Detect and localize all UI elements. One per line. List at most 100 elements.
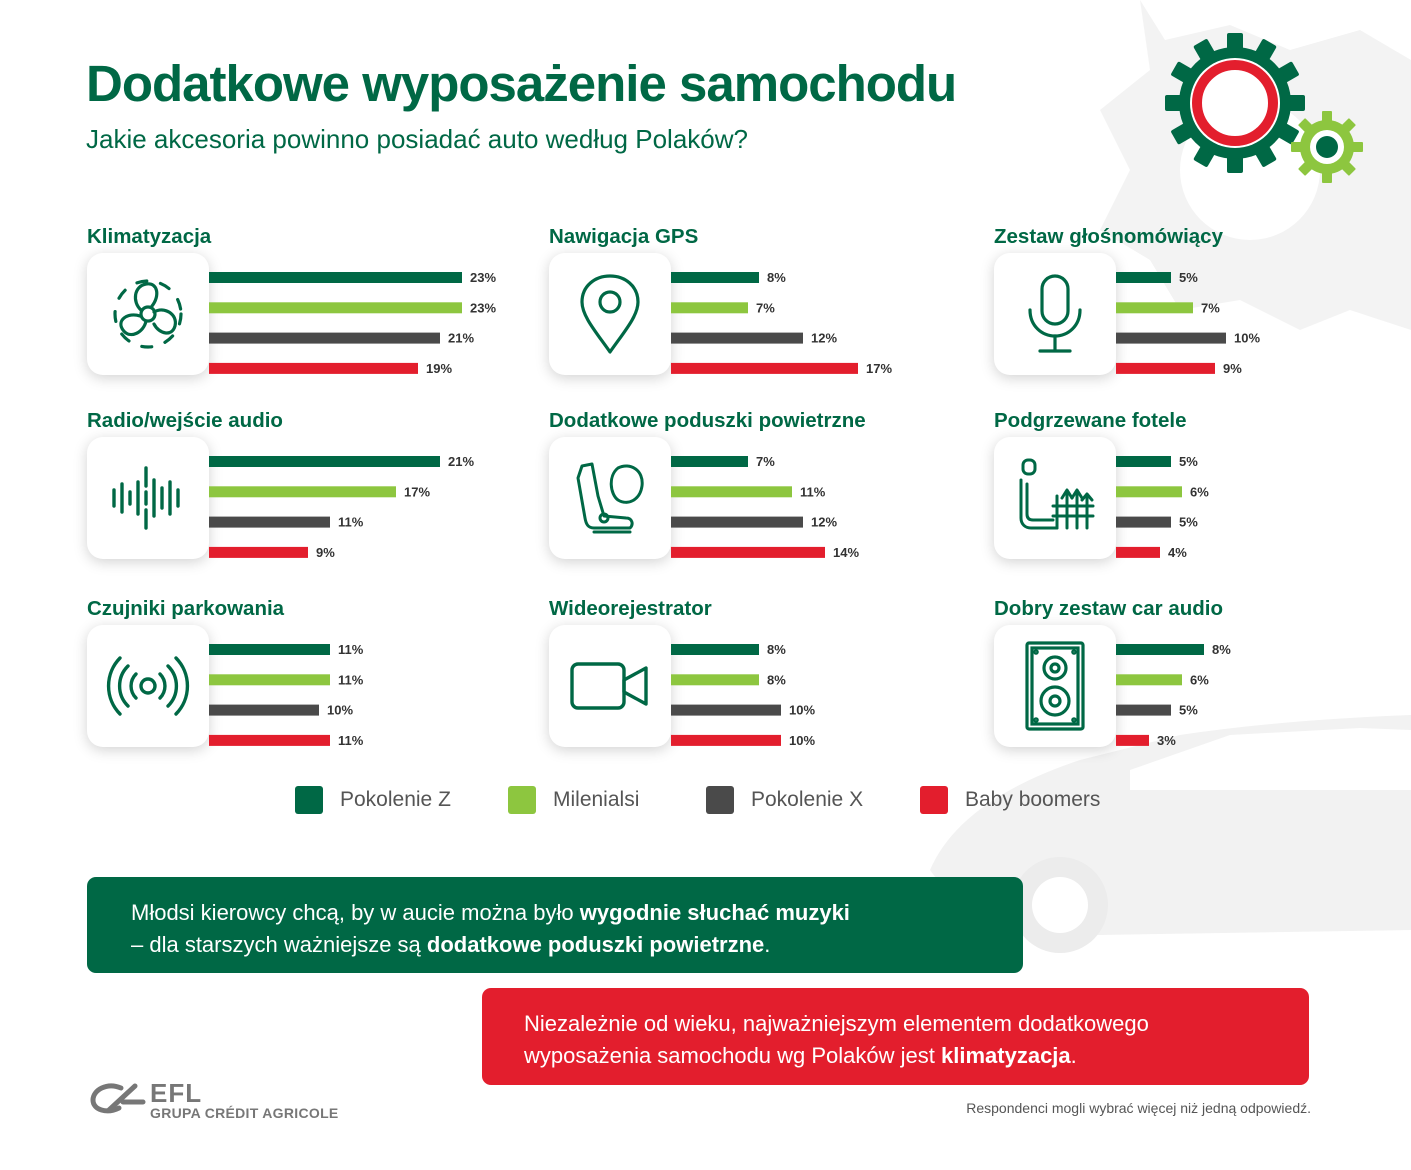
bar-value-label: 5% bbox=[1179, 515, 1198, 530]
bar-value-label: 4% bbox=[1168, 545, 1187, 560]
icon-card bbox=[994, 625, 1116, 747]
airbag-seat-icon bbox=[576, 462, 644, 534]
panel-title: Radio/wejście audio bbox=[87, 409, 283, 432]
bar-baby-boomers bbox=[671, 362, 858, 374]
bar-value-label: 8% bbox=[767, 672, 786, 687]
sound-wave-icon bbox=[112, 466, 180, 530]
panel-title: Klimatyzacja bbox=[87, 225, 212, 248]
legend-swatch bbox=[920, 786, 948, 814]
bar-pokolenie-z bbox=[1116, 644, 1204, 655]
bar-value-label: 10% bbox=[1234, 331, 1260, 346]
map-pin-icon bbox=[580, 274, 640, 354]
bar-value-label: 10% bbox=[789, 733, 815, 748]
bar-baby-boomers bbox=[671, 734, 781, 746]
bar-chart: 8% 8% 10% 10% bbox=[671, 642, 815, 748]
icon-card bbox=[994, 253, 1116, 375]
bar-chart: 7% 11% 12% 14% bbox=[671, 454, 859, 560]
legend-swatch bbox=[508, 786, 536, 814]
bar-pokolenie-x bbox=[671, 332, 803, 344]
bar-value-label: 10% bbox=[789, 703, 815, 718]
bar-baby-boomers bbox=[1116, 734, 1149, 746]
bar-chart: 8%6% 5%3% bbox=[1116, 642, 1231, 748]
bar-value-label: 8% bbox=[767, 270, 786, 285]
bar-pokolenie-x bbox=[1116, 704, 1171, 716]
bar-pokolenie-z bbox=[209, 456, 440, 467]
bar-value-label: 7% bbox=[756, 454, 775, 469]
icon-card bbox=[87, 625, 209, 747]
panel-nawigacja-gps: Nawigacja GPS 8% 7% 12% 17% bbox=[549, 225, 969, 376]
bar-milenialsi bbox=[671, 302, 748, 314]
callout-bold: wygodnie słuchać muzyki bbox=[579, 900, 850, 925]
bar-baby-boomers bbox=[209, 546, 308, 558]
bar-value-label: 7% bbox=[1201, 300, 1220, 315]
panel-klimatyzacja: Klimatyzacja 23% 23% 21% 19% bbox=[87, 225, 507, 376]
bar-value-label: 17% bbox=[404, 484, 430, 499]
bar-pokolenie-z bbox=[1116, 456, 1171, 467]
bar-value-label: 7% bbox=[756, 300, 775, 315]
bar-chart: 23% 23% 21% 19% bbox=[209, 270, 496, 376]
bar-value-label: 11% bbox=[338, 515, 364, 530]
bar-pokolenie-z bbox=[671, 456, 748, 467]
speaker-icon bbox=[1025, 641, 1085, 731]
callout-end: . bbox=[764, 932, 771, 957]
panel-title: Czujniki parkowania bbox=[87, 597, 285, 620]
icon-card bbox=[549, 253, 671, 375]
bar-pokolenie-x bbox=[1116, 516, 1171, 528]
bar-value-label: 10% bbox=[327, 703, 353, 718]
credit-agricole-logo-icon bbox=[90, 1083, 146, 1114]
bar-pokolenie-z bbox=[671, 272, 759, 283]
bar-pokolenie-x bbox=[671, 704, 781, 716]
callout-red: Niezależnie od wieku, najważniejszym ele… bbox=[482, 988, 1309, 1085]
icon-card bbox=[549, 437, 671, 559]
bar-pokolenie-z bbox=[209, 272, 462, 283]
bar-milenialsi bbox=[209, 674, 330, 686]
bar-value-label: 8% bbox=[767, 642, 786, 657]
bar-value-label: 9% bbox=[316, 545, 335, 560]
legend-item-baby-boomers: Baby boomers bbox=[920, 786, 1100, 814]
bar-value-label: 5% bbox=[1179, 454, 1198, 469]
bar-pokolenie-x bbox=[209, 704, 319, 716]
bar-value-label: 6% bbox=[1190, 484, 1209, 499]
bar-milenialsi bbox=[1116, 302, 1193, 314]
page-title: Dodatkowe wyposażenie samochodu bbox=[86, 55, 957, 112]
legend-item-pokolenie-z: Pokolenie Z bbox=[295, 786, 451, 814]
panel-title: Dobry zestaw car audio bbox=[994, 597, 1223, 620]
bar-value-label: 8% bbox=[1212, 642, 1231, 657]
callout-text: – dla starszych ważniejsze są bbox=[131, 932, 427, 957]
parking-sensor-icon bbox=[106, 656, 190, 716]
bar-chart: 5% 6% 5% 4% bbox=[1116, 454, 1209, 560]
bar-milenialsi bbox=[209, 302, 462, 314]
icon-card bbox=[87, 437, 209, 559]
bar-value-label: 21% bbox=[448, 454, 474, 469]
bar-chart: 11% 11% 10% 11% bbox=[209, 642, 364, 748]
bar-value-label: 6% bbox=[1190, 672, 1209, 687]
callout-green: Młodsi kierowcy chcą, by w aucie można b… bbox=[87, 877, 1023, 973]
callout-text: wyposażenia samochodu wg Polaków jest bbox=[524, 1043, 942, 1068]
logo-name: EFL bbox=[150, 1078, 203, 1108]
page-subtitle: Jakie akcesoria powinno posiadać auto we… bbox=[86, 124, 748, 154]
bar-pokolenie-z bbox=[671, 644, 759, 655]
bar-pokolenie-x bbox=[209, 516, 330, 528]
bar-value-label: 14% bbox=[833, 545, 859, 560]
icon-card bbox=[87, 253, 209, 375]
panel-title: Podgrzewane fotele bbox=[994, 409, 1187, 432]
bar-milenialsi bbox=[671, 674, 759, 686]
bar-value-label: 11% bbox=[338, 642, 364, 657]
legend-swatch bbox=[706, 786, 734, 814]
bar-value-label: 11% bbox=[338, 733, 364, 748]
legend-item-milenialsi: Milenialsi bbox=[508, 786, 639, 814]
gears-logo-icon bbox=[1165, 33, 1363, 183]
panel-poduszki: Dodatkowe poduszki powietrzne 7% 11% 12% 14… bbox=[549, 409, 969, 560]
bar-value-label: 21% bbox=[448, 331, 474, 346]
bar-value-label: 5% bbox=[1179, 703, 1198, 718]
bar-milenialsi bbox=[1116, 486, 1182, 498]
legend-label: Pokolenie X bbox=[751, 788, 864, 811]
callout-bold: klimatyzacja bbox=[941, 1043, 1071, 1068]
bar-value-label: 11% bbox=[338, 672, 364, 687]
footnote: Respondenci mogli wybrać więcej niż jedn… bbox=[966, 1100, 1311, 1116]
bar-pokolenie-z bbox=[209, 644, 330, 655]
bar-pokolenie-x bbox=[209, 332, 440, 344]
bar-value-label: 12% bbox=[811, 331, 837, 346]
bar-chart: 5%7% 10% 9% bbox=[1116, 270, 1260, 376]
bar-value-label: 12% bbox=[811, 515, 837, 530]
